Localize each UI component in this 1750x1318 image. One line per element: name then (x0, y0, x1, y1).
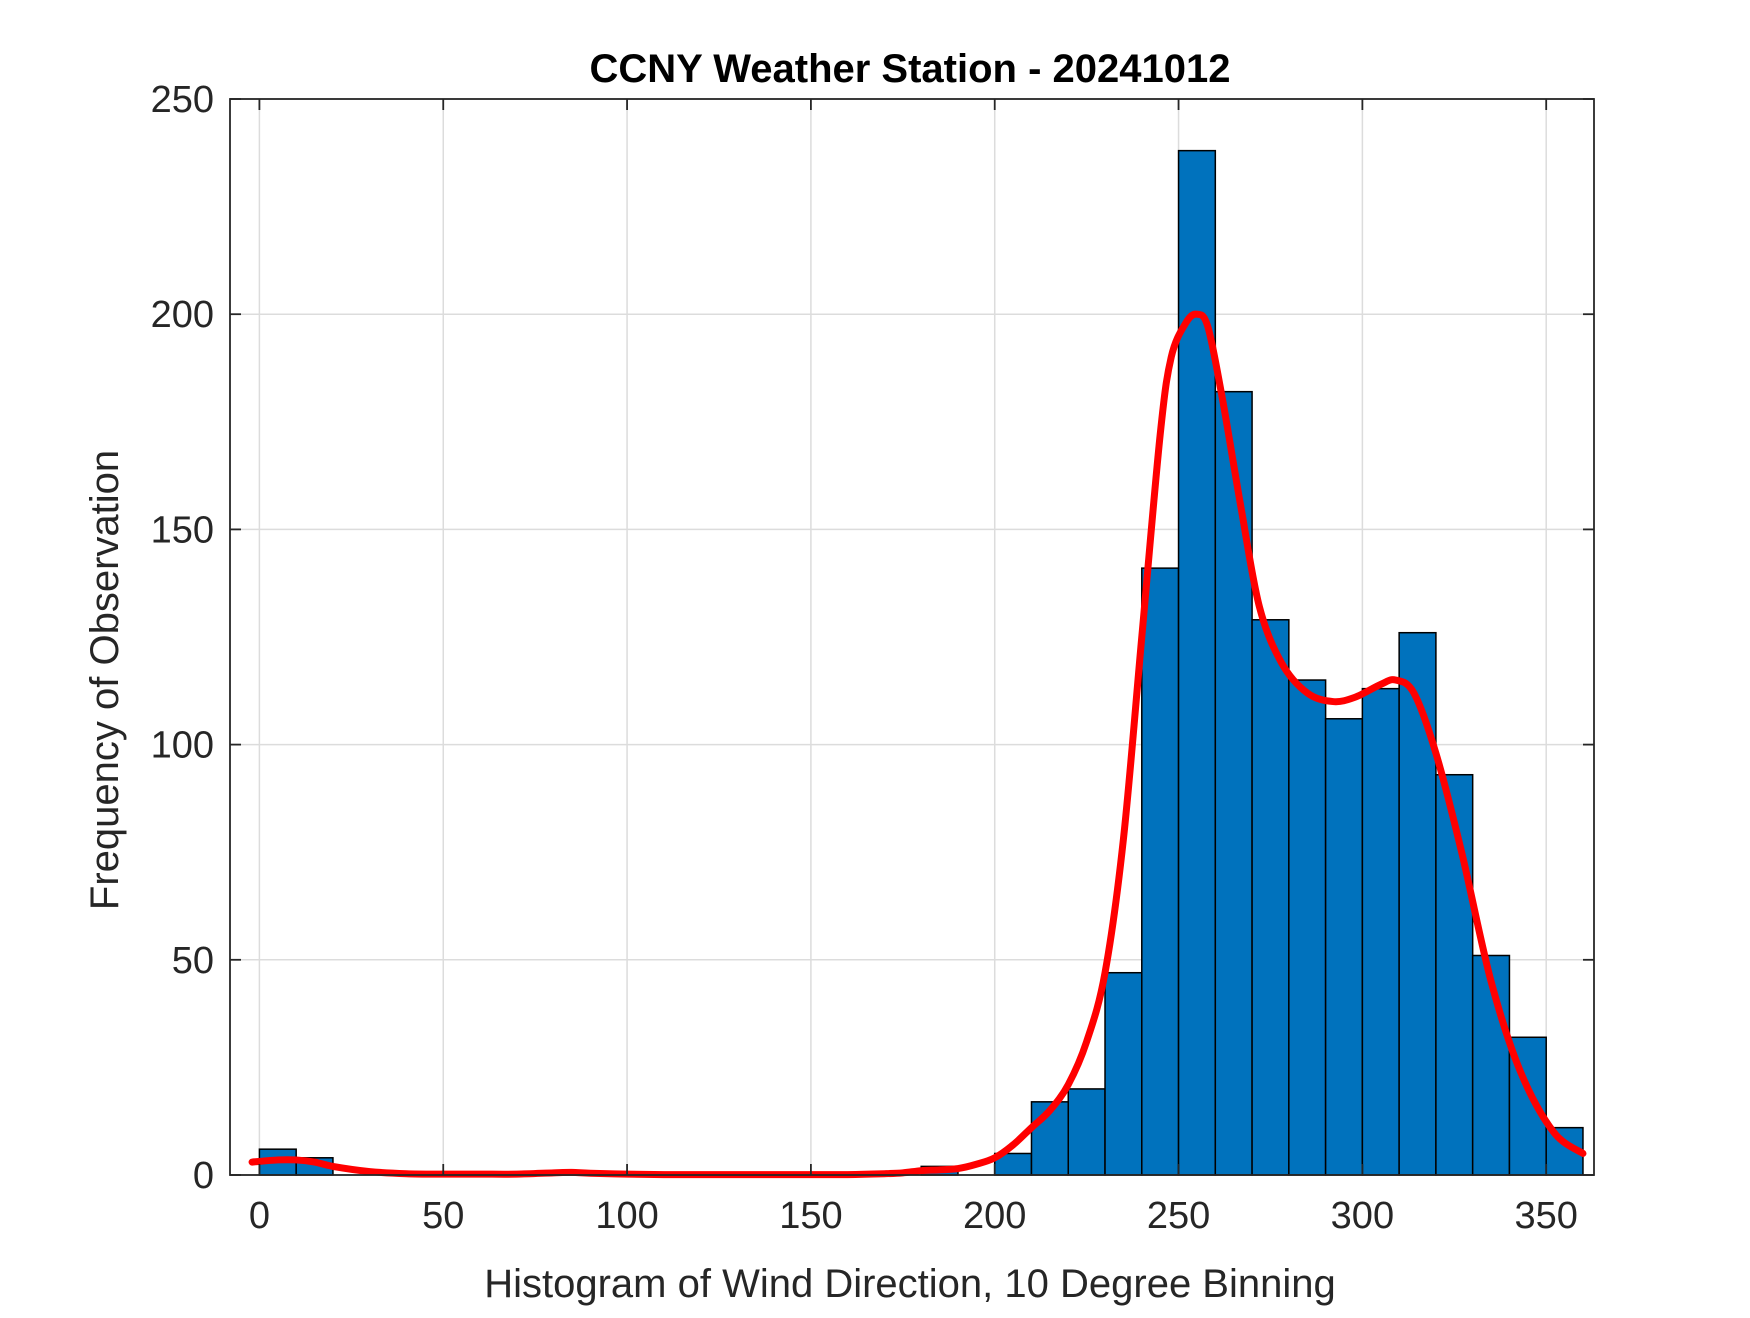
x-tick-label: 50 (422, 1195, 464, 1237)
chart-title: CCNY Weather Station - 20241012 (590, 47, 1231, 91)
histogram-bar (1141, 567, 1180, 1176)
x-axis-label: Histogram of Wind Direction, 10 Degree B… (484, 1262, 1336, 1306)
histogram-bar (1398, 631, 1437, 1176)
y-tick-label: 50 (172, 940, 214, 982)
x-tick-label: 250 (1147, 1195, 1210, 1237)
histogram-bar (1435, 773, 1474, 1176)
histogram-bar (1067, 1088, 1106, 1176)
histogram-bar (1251, 619, 1290, 1176)
tick-labels: 0 50 100 150 200 250 300 350 0 50 100 150 200 250 (151, 79, 1578, 1237)
x-tick-label: 100 (595, 1195, 658, 1237)
y-axis-label: Frequency of Observation (83, 450, 127, 910)
x-tick-label: 300 (1331, 1195, 1394, 1237)
histogram-bar (1214, 390, 1253, 1176)
x-tick-label: 200 (963, 1195, 1026, 1237)
histogram-bar (1288, 679, 1327, 1176)
axes-box (229, 98, 1595, 1176)
y-tick-label: 250 (151, 79, 214, 121)
y-tick-label: 150 (151, 509, 214, 551)
x-tick-label: 350 (1515, 1195, 1578, 1237)
histogram-bars (258, 149, 1584, 1176)
x-tick-label: 150 (779, 1195, 842, 1237)
histogram-bar (1177, 149, 1217, 1176)
y-tick-label: 100 (151, 725, 214, 767)
histogram-bar (1324, 718, 1364, 1176)
y-tick-label: 0 (193, 1155, 214, 1197)
density-curve (248, 310, 1587, 1179)
y-tick-label: 200 (151, 294, 214, 336)
axes (229, 98, 1595, 1176)
histogram-bar (1361, 687, 1400, 1176)
histogram-bar (1104, 971, 1143, 1176)
x-tick-label: 0 (249, 1195, 270, 1237)
density-curve-layer (248, 310, 1587, 1179)
